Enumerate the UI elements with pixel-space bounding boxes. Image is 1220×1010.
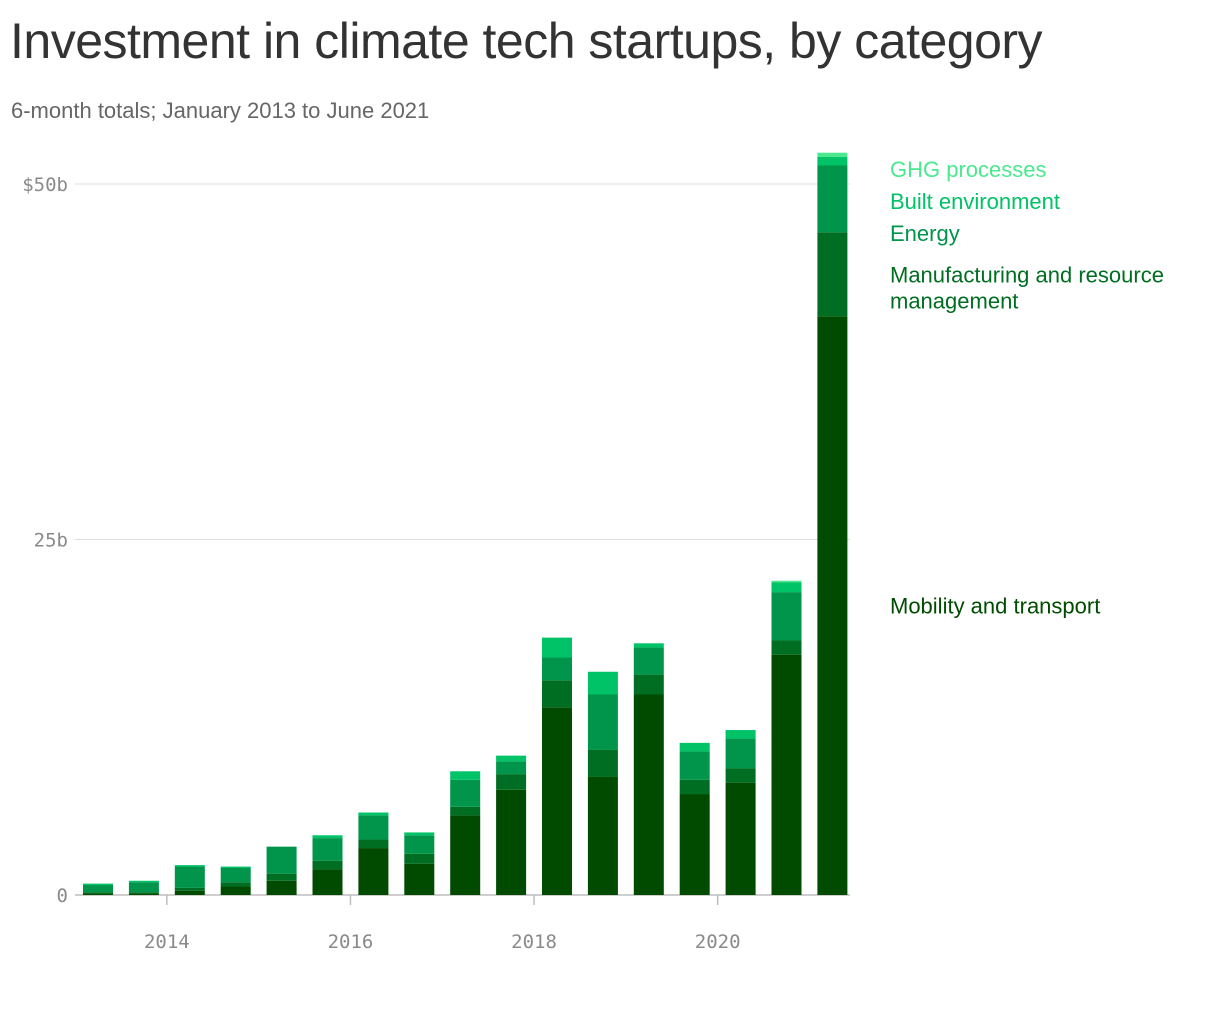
- bar-segment: [220, 882, 251, 887]
- chart-subtitle: 6-month totals; January 2013 to June 202…: [11, 98, 430, 123]
- bar-segment: [220, 866, 251, 868]
- bar-segment: [174, 890, 205, 895]
- bar-segment: [496, 755, 527, 762]
- bar-segment: [679, 794, 710, 895]
- legend-label: GHG processes: [890, 157, 1047, 182]
- bar-segment: [220, 867, 251, 883]
- bar-segment: [83, 893, 113, 895]
- bar-segment: [633, 674, 664, 695]
- legend-label: Mobility and transport: [890, 594, 1100, 619]
- bar-segment: [404, 853, 435, 864]
- bar-segment: [312, 869, 343, 895]
- bar-segment: [771, 580, 802, 583]
- bar-segment: [587, 694, 618, 750]
- bar-segment: [358, 839, 389, 849]
- bar-segment: [679, 751, 710, 780]
- bar-segment: [174, 887, 205, 891]
- bar-segment: [542, 657, 572, 681]
- bar-segment: [633, 647, 664, 675]
- bar-segment: [404, 863, 435, 895]
- bar-segment: [312, 835, 343, 839]
- bar-segment: [817, 316, 848, 896]
- x-tick-label: 2020: [695, 931, 741, 953]
- y-tick-label: $50b: [22, 174, 68, 196]
- bar-segment: [725, 782, 756, 895]
- bar-segment: [358, 815, 389, 840]
- bar-segment: [358, 812, 389, 816]
- bar-segment: [587, 671, 618, 695]
- bar-segment: [587, 776, 618, 895]
- bar-segment: [496, 774, 527, 790]
- y-tick-label: 25b: [34, 530, 68, 552]
- legend-label: Built environment: [890, 189, 1060, 214]
- legend-label: Manufacturing and resource management: [890, 262, 1164, 313]
- bar-segment: [496, 761, 527, 775]
- bar-segment: [83, 885, 113, 893]
- bar-segment: [633, 643, 664, 648]
- y-tick-label: 0: [57, 885, 68, 907]
- bar-segment: [266, 873, 297, 881]
- bar-segment: [679, 779, 710, 795]
- bar-segment: [450, 771, 481, 780]
- bar-segment: [266, 880, 297, 895]
- bar-segment: [725, 738, 756, 769]
- bar-segment: [771, 592, 802, 641]
- bar-segment: [128, 893, 159, 895]
- bar-segment: [450, 779, 481, 807]
- bar-segment: [817, 156, 848, 166]
- x-axis-ticks: 2014 2016 2018 2020: [144, 895, 741, 953]
- bar-segment: [312, 860, 343, 870]
- bar-segment: [725, 730, 756, 739]
- bar-segment: [771, 640, 802, 655]
- bar-segment: [174, 866, 205, 888]
- bar-segment: [450, 806, 481, 816]
- bar-segment: [404, 835, 435, 854]
- bar-segment: [83, 892, 113, 894]
- bar-segment: [587, 749, 618, 777]
- bar-segment: [771, 582, 802, 593]
- bar-segment: [128, 880, 159, 883]
- legend: GHG processes Built environment Energy Manu…: [890, 157, 1164, 619]
- x-tick-label: 2014: [144, 931, 190, 953]
- bar-segment: [771, 654, 802, 895]
- bar-segment: [725, 768, 756, 783]
- bar-segment: [496, 789, 527, 895]
- bar-segment: [817, 152, 848, 157]
- x-tick-label: 2018: [511, 931, 557, 953]
- bar-segment: [128, 882, 159, 893]
- bar-segment: [450, 815, 481, 895]
- bar-segment: [174, 865, 205, 867]
- y-axis-ticks: 0 25b $50b: [22, 174, 68, 907]
- x-tick-label: 2016: [328, 931, 374, 953]
- bar-segment: [312, 838, 343, 861]
- bar-segment: [542, 707, 572, 895]
- bar-segment: [83, 883, 113, 886]
- bar-segment: [817, 165, 848, 233]
- legend-label: Energy: [890, 221, 960, 246]
- chart-title: Investment in climate tech startups, by …: [10, 13, 1043, 69]
- bar-segment: [404, 832, 435, 836]
- bars: [83, 152, 848, 896]
- bar-segment: [358, 848, 389, 895]
- bar-segment: [266, 846, 297, 874]
- bar-segment: [633, 694, 664, 895]
- bar-segment: [220, 886, 251, 895]
- bar-segment: [542, 680, 572, 708]
- bar-segment: [679, 742, 710, 752]
- bar-segment: [817, 232, 848, 317]
- bar-segment: [128, 892, 159, 894]
- bar-segment: [542, 637, 572, 658]
